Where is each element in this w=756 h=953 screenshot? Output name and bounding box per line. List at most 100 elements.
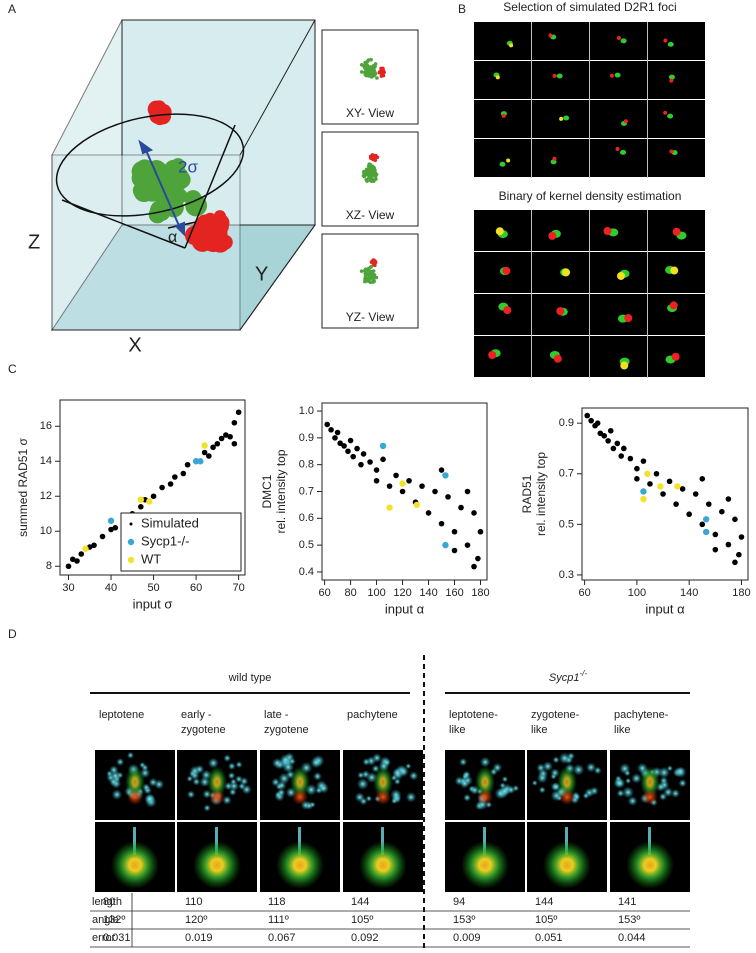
cyan-spot bbox=[538, 786, 546, 794]
y-tick-label: 0.5 bbox=[299, 539, 314, 551]
y-tick-label: 10 bbox=[40, 525, 52, 537]
point bbox=[167, 481, 174, 487]
kde-stem bbox=[298, 827, 301, 855]
view-dot bbox=[369, 68, 374, 73]
point bbox=[108, 526, 114, 533]
point bbox=[112, 524, 119, 531]
point bbox=[65, 563, 72, 570]
green-signal bbox=[290, 766, 310, 798]
cyan-spot bbox=[111, 789, 123, 800]
cyan-spot bbox=[357, 771, 365, 779]
cyan-spot bbox=[631, 773, 642, 784]
image-tile bbox=[590, 294, 647, 335]
point bbox=[345, 448, 351, 455]
view-dot bbox=[371, 179, 376, 183]
tile-focus bbox=[563, 115, 570, 121]
highlight-point bbox=[386, 504, 393, 511]
view-dot bbox=[379, 66, 383, 71]
cyan-spot bbox=[623, 769, 631, 777]
cyan-spot bbox=[109, 765, 119, 775]
point bbox=[91, 542, 97, 549]
point bbox=[380, 456, 386, 463]
point bbox=[464, 488, 471, 495]
table-cell: 118 bbox=[268, 896, 286, 908]
foci-3d bbox=[131, 100, 233, 253]
view-dot bbox=[366, 67, 371, 71]
tile-focus bbox=[495, 75, 500, 80]
cyan-spot bbox=[536, 772, 548, 784]
sigma-arrow bbox=[138, 139, 185, 237]
table-cell: 105º bbox=[351, 914, 373, 926]
row-label: angle bbox=[92, 914, 119, 926]
highlight-point bbox=[413, 501, 421, 509]
x-tick-label: 100 bbox=[367, 587, 385, 599]
highlight-point bbox=[702, 528, 710, 536]
axis-label: Y bbox=[255, 263, 268, 285]
x-tick-label: 70 bbox=[232, 582, 244, 594]
tile-focus bbox=[620, 361, 629, 370]
x-tick-label: 60 bbox=[190, 582, 202, 594]
cyan-spot bbox=[506, 785, 516, 794]
cyan-spot bbox=[678, 778, 687, 788]
point bbox=[74, 558, 80, 564]
x-tick-label: 80 bbox=[344, 587, 356, 599]
cyan-spot bbox=[365, 795, 373, 802]
cyan-spot bbox=[126, 751, 135, 759]
stage-label: zygotene bbox=[264, 724, 309, 736]
point bbox=[584, 412, 591, 419]
x-tick-label: 140 bbox=[680, 587, 698, 599]
tile-focus bbox=[614, 72, 621, 78]
focus-dot bbox=[135, 159, 155, 179]
tile-focus bbox=[603, 226, 612, 235]
point bbox=[475, 555, 481, 562]
x-tick-label: 30 bbox=[62, 582, 74, 594]
red-signal bbox=[292, 789, 308, 805]
red-signal bbox=[559, 789, 575, 805]
point bbox=[605, 438, 611, 444]
focus-dot bbox=[213, 210, 227, 223]
kde-glow bbox=[359, 841, 407, 889]
point bbox=[477, 528, 484, 535]
tile-focus bbox=[548, 33, 553, 38]
view-dot bbox=[368, 162, 373, 167]
y-axis-label: summed RAD51 σ bbox=[16, 438, 30, 537]
cyan-spot bbox=[627, 796, 638, 806]
view-dot bbox=[374, 275, 379, 280]
kde-glow bbox=[111, 841, 159, 889]
plot-frame bbox=[581, 407, 749, 581]
highlight-point bbox=[137, 496, 145, 503]
y-tick-label: 1.0 bbox=[299, 405, 314, 417]
point bbox=[324, 421, 330, 428]
image-tile bbox=[648, 22, 705, 60]
cyan-spot bbox=[658, 766, 671, 779]
tile-focus bbox=[495, 227, 504, 236]
point bbox=[588, 417, 594, 424]
point bbox=[607, 427, 614, 434]
cyan-spot bbox=[315, 786, 323, 794]
x-tick-label: 180 bbox=[471, 587, 489, 599]
tile-focus bbox=[669, 149, 674, 154]
point bbox=[406, 477, 412, 484]
point bbox=[627, 455, 634, 462]
view-dot bbox=[368, 166, 373, 171]
highlight-point bbox=[146, 498, 153, 505]
x-tick-label: 40 bbox=[105, 582, 117, 594]
tile-focus bbox=[620, 149, 627, 155]
group-label: wild type bbox=[228, 672, 272, 684]
point bbox=[660, 491, 666, 497]
kde-stem bbox=[648, 827, 651, 855]
view-dot bbox=[362, 174, 367, 179]
image-tile bbox=[474, 61, 531, 99]
highlight-point bbox=[442, 541, 449, 549]
cyan-spot bbox=[223, 754, 232, 763]
legend-label: Simulated bbox=[141, 515, 199, 530]
point bbox=[360, 451, 367, 457]
y-tick-label: 0.4 bbox=[299, 566, 314, 578]
cyan-spot bbox=[542, 761, 553, 772]
y-tick-label: 12 bbox=[40, 490, 52, 502]
view-dot bbox=[372, 165, 376, 170]
cyan-spot bbox=[585, 762, 597, 773]
highlight-point bbox=[197, 458, 204, 465]
view-dot bbox=[366, 272, 371, 277]
kde-glow bbox=[276, 841, 324, 889]
